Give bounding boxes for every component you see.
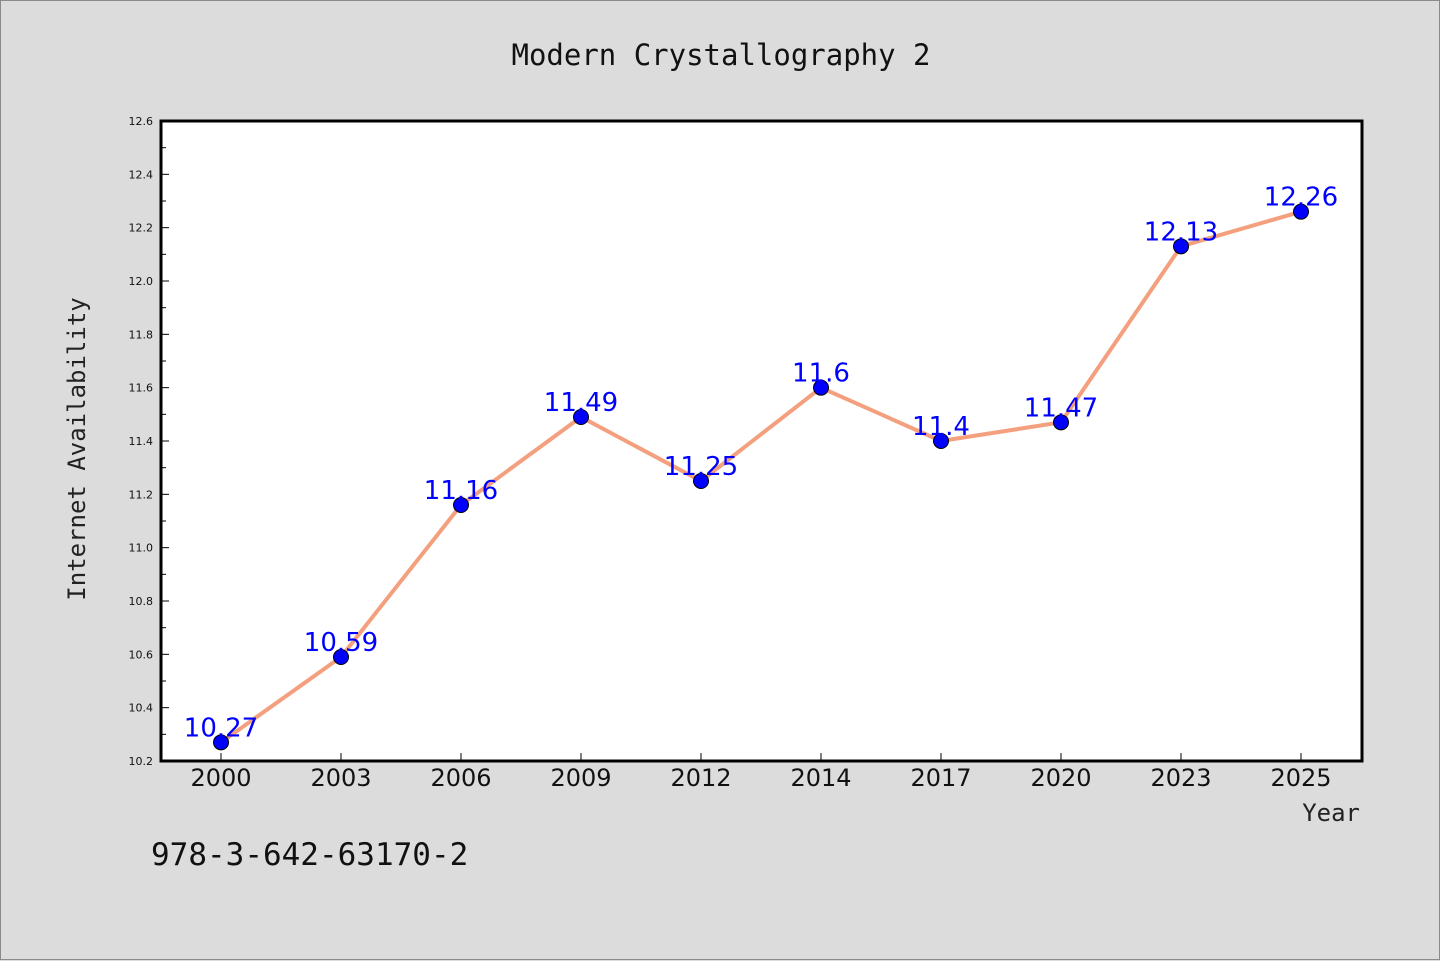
data-point-label: 11.49 [544,388,618,418]
data-point-marker [333,649,349,665]
y-tick-label: 11.0 [129,542,154,555]
data-point-label: 11.6 [792,359,850,389]
y-tick-label: 11.4 [129,435,154,448]
y-tick-label: 12.0 [129,275,154,288]
chart-title: Modern Crystallography 2 [511,38,930,72]
data-point-label: 11.47 [1024,393,1098,423]
series-line [219,209,1303,745]
data-point-marker [213,734,229,751]
data-point-label: 11.4 [912,412,970,442]
data-point-marker [453,497,469,513]
data-point-marker [1053,414,1069,431]
data-point-label: 12.26 [1264,183,1338,213]
y-tick-label: 11.2 [129,488,154,501]
data-point-marker [573,409,589,425]
y-tick-label: 12.4 [129,168,154,181]
data-point-label: 10.27 [184,713,258,743]
x-axis-ticks: 2000 2003 2006 2009 2012 2014 2017 2020 2023 2025 [190,753,1332,792]
data-point-label: 12.13 [1144,217,1218,247]
y-tick-label: 12.2 [129,222,154,235]
marker-group [213,203,1309,751]
x-tick-label: 2012 [670,764,731,792]
series-line-group [219,209,1303,745]
y-tick-label: 10.6 [129,648,154,661]
data-point-label: 11.16 [424,476,498,506]
data-point-label: 11.25 [664,452,738,482]
data-point-marker [813,379,829,396]
data-point-marker [1173,238,1189,255]
data-point-marker [933,433,949,449]
data-label-group: 10.27 10.59 11.16 11.49 11.25 11.6 11.4 11.47 12… [184,183,1338,744]
y-axis-ticks: 10.2 10.4 10.6 10.8 11.0 11.2 11.4 11.6 11.8 12.0… [129,115,169,768]
y-tick-label: 12.6 [129,115,154,128]
y-axis-label: Internet Availability [63,297,91,600]
x-tick-label: 2023 [1150,764,1211,792]
x-tick-label: 2025 [1270,764,1331,792]
data-point-label: 10.59 [304,628,378,658]
x-tick-label: 2006 [430,764,491,792]
y-tick-label: 10.2 [129,755,154,768]
x-tick-label: 2000 [190,764,251,792]
y-tick-label: 10.4 [129,702,154,715]
x-tick-label: 2003 [310,764,371,792]
x-axis-label: Year [1302,799,1360,827]
y-tick-label: 10.8 [129,595,154,608]
isbn-text: 978-3-642-63170-2 [151,837,468,873]
x-tick-label: 2014 [790,764,851,792]
plot-area [159,119,1364,763]
data-point-marker [1293,203,1309,220]
data-point-marker [693,473,709,489]
x-tick-label: 2020 [1030,764,1091,792]
y-tick-label: 11.6 [129,382,154,395]
y-tick-label: 11.8 [129,328,154,341]
x-tick-label: 2017 [910,764,971,792]
x-tick-label: 2009 [550,764,611,792]
